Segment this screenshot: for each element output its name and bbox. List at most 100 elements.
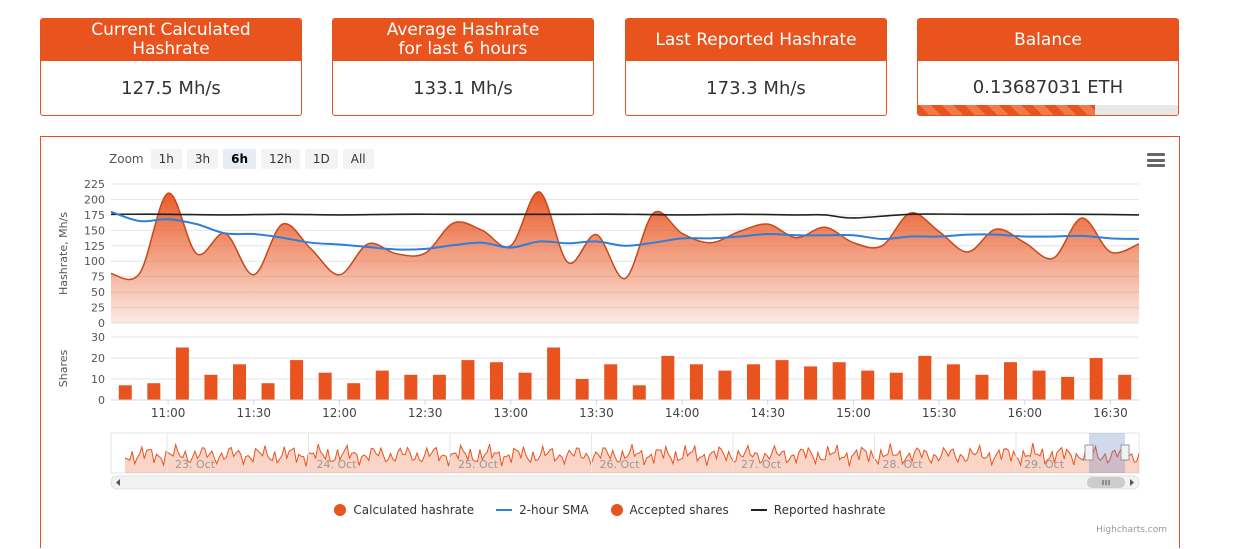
legend-line-icon	[496, 509, 513, 511]
zoom-button-1h[interactable]: 1h	[150, 149, 182, 169]
zoom-button-6h[interactable]: 6h	[223, 149, 256, 169]
shares-tick-label: 30	[91, 331, 105, 344]
navigator-date-label: 26. Oct	[600, 458, 641, 471]
shares-bar	[689, 364, 703, 400]
x-tick-label: 14:00	[665, 406, 700, 420]
shares-bar	[918, 355, 932, 400]
x-tick-label: 11:00	[151, 406, 186, 420]
shares-bar	[547, 347, 561, 400]
highcharts-credits[interactable]: Highcharts.com	[1096, 525, 1167, 535]
x-tick-label: 11:30	[236, 406, 271, 420]
x-tick-label: 15:30	[922, 406, 957, 420]
shares-bar	[775, 360, 789, 400]
legend-label: 2-hour SMA	[519, 503, 589, 517]
shares-bar	[747, 364, 760, 400]
navigator-date-label: 28. Oct	[883, 458, 924, 471]
shares-bar	[290, 360, 304, 400]
shares-axis-title: Shares	[57, 349, 70, 387]
shares-bar	[946, 364, 960, 400]
navigator-date-label: 23. Oct	[175, 458, 216, 471]
legend-dot-icon	[610, 504, 623, 516]
card-title: Balance	[918, 19, 1178, 61]
reported-hashrate-line	[110, 213, 1140, 219]
x-tick-label: 13:00	[493, 406, 528, 420]
hashrate-tick-label: 150	[84, 224, 105, 237]
shares-tick-label: 10	[91, 373, 105, 386]
zoom-button-3h[interactable]: 3h	[186, 149, 219, 169]
card-title: Current Calculated Hashrate	[41, 19, 301, 61]
hashrate-tick-label: 50	[91, 286, 105, 299]
hashrate-axis-title: Hashrate, Mh/s	[57, 212, 70, 295]
legend-item-calculated[interactable]: Calculated hashrate	[334, 503, 474, 517]
shares-bar	[1089, 358, 1103, 400]
shares-bar	[404, 374, 418, 400]
navigator-selection	[1089, 433, 1125, 473]
shares-bar	[318, 372, 332, 400]
navigator-scrollbar-track	[110, 475, 1140, 490]
shares-bar	[175, 347, 189, 400]
hashrate-tick-label: 25	[91, 302, 105, 315]
shares-bar	[832, 362, 846, 400]
card-title: Average Hashrate for last 6 hours	[333, 19, 593, 61]
legend-item-sma[interactable]: 2-hour SMA	[496, 503, 589, 517]
zoom-button-12h[interactable]: 12h	[261, 149, 300, 169]
shares-bar	[604, 364, 618, 400]
hashrate-tick-label: 100	[84, 255, 105, 268]
navigator-date-label: 24. Oct	[317, 458, 358, 471]
zoom-button-1d[interactable]: 1D	[304, 149, 338, 169]
legend-line-icon	[750, 509, 767, 511]
shares-bar	[632, 385, 646, 400]
x-tick-label: 13:30	[579, 406, 614, 420]
current-hashrate-card: Current Calculated Hashrate 127.5 Mh/s	[40, 18, 302, 116]
zoom-selector: Zoom 1h 3h 6h 12h 1D All	[109, 149, 374, 169]
balance-progress-bar	[918, 105, 1178, 115]
balance-card: Balance 0.13687031 ETH	[917, 18, 1179, 116]
navigator-handle-left	[1084, 444, 1094, 461]
chart-menu-icon[interactable]	[1147, 153, 1165, 167]
shares-bar	[118, 385, 132, 400]
navigator-date-label: 29. Oct	[1024, 458, 1065, 471]
shares-bar	[204, 374, 218, 400]
legend-item-reported[interactable]: Reported hashrate	[750, 503, 886, 517]
legend-label: Reported hashrate	[773, 503, 886, 517]
card-title: Last Reported Hashrate	[626, 19, 886, 61]
hashrate-chart: 0 25 50 75 100 125 150 175 200 225 0 10 20 30 Hashrate…	[57, 178, 1140, 490]
scroll-left-icon	[116, 479, 120, 486]
card-value: 0.13687031 ETH	[972, 76, 1124, 98]
shares-bar	[490, 362, 503, 400]
shares-tick-label: 20	[91, 352, 105, 365]
x-tick-label: 14:30	[750, 406, 785, 420]
shares-bar	[661, 355, 675, 400]
shares-bar	[718, 370, 732, 400]
hashrate-tick-label: 200	[84, 193, 105, 206]
legend-item-shares[interactable]: Accepted shares	[610, 503, 729, 517]
x-tick-label: 16:30	[1093, 406, 1128, 420]
hashrate-tick-label: 225	[84, 178, 105, 191]
scroll-right-icon	[1130, 479, 1134, 486]
navigator-line	[124, 442, 1140, 468]
sma-line	[110, 210, 1140, 251]
shares-bar	[575, 379, 589, 400]
navigator-date-label: 27. Oct	[741, 458, 782, 471]
shares-bar	[147, 383, 161, 400]
zoom-button-all[interactable]: All	[342, 149, 374, 169]
x-tick-label: 15:00	[836, 406, 871, 420]
shares-bar	[1061, 376, 1075, 400]
shares-bar	[347, 383, 361, 400]
shares-bar	[432, 374, 446, 400]
shares-bar	[1004, 362, 1017, 400]
shares-bar	[889, 372, 903, 400]
legend-label: Accepted shares	[629, 503, 729, 517]
shares-bar	[804, 366, 818, 400]
hashrate-tick-label: 0	[98, 317, 105, 330]
x-tick-label: 16:00	[1007, 406, 1042, 420]
x-tick-label: 12:00	[322, 406, 357, 420]
shares-bar	[1118, 374, 1132, 400]
reported-hashrate-card: Last Reported Hashrate 173.3 Mh/s	[625, 18, 887, 116]
x-tick-label: 12:30	[408, 406, 443, 420]
shares-bar	[375, 370, 389, 400]
zoom-label: Zoom	[109, 152, 144, 166]
legend-dot-icon	[334, 504, 347, 516]
shares-bar	[461, 360, 475, 400]
shares-bar	[975, 374, 989, 400]
